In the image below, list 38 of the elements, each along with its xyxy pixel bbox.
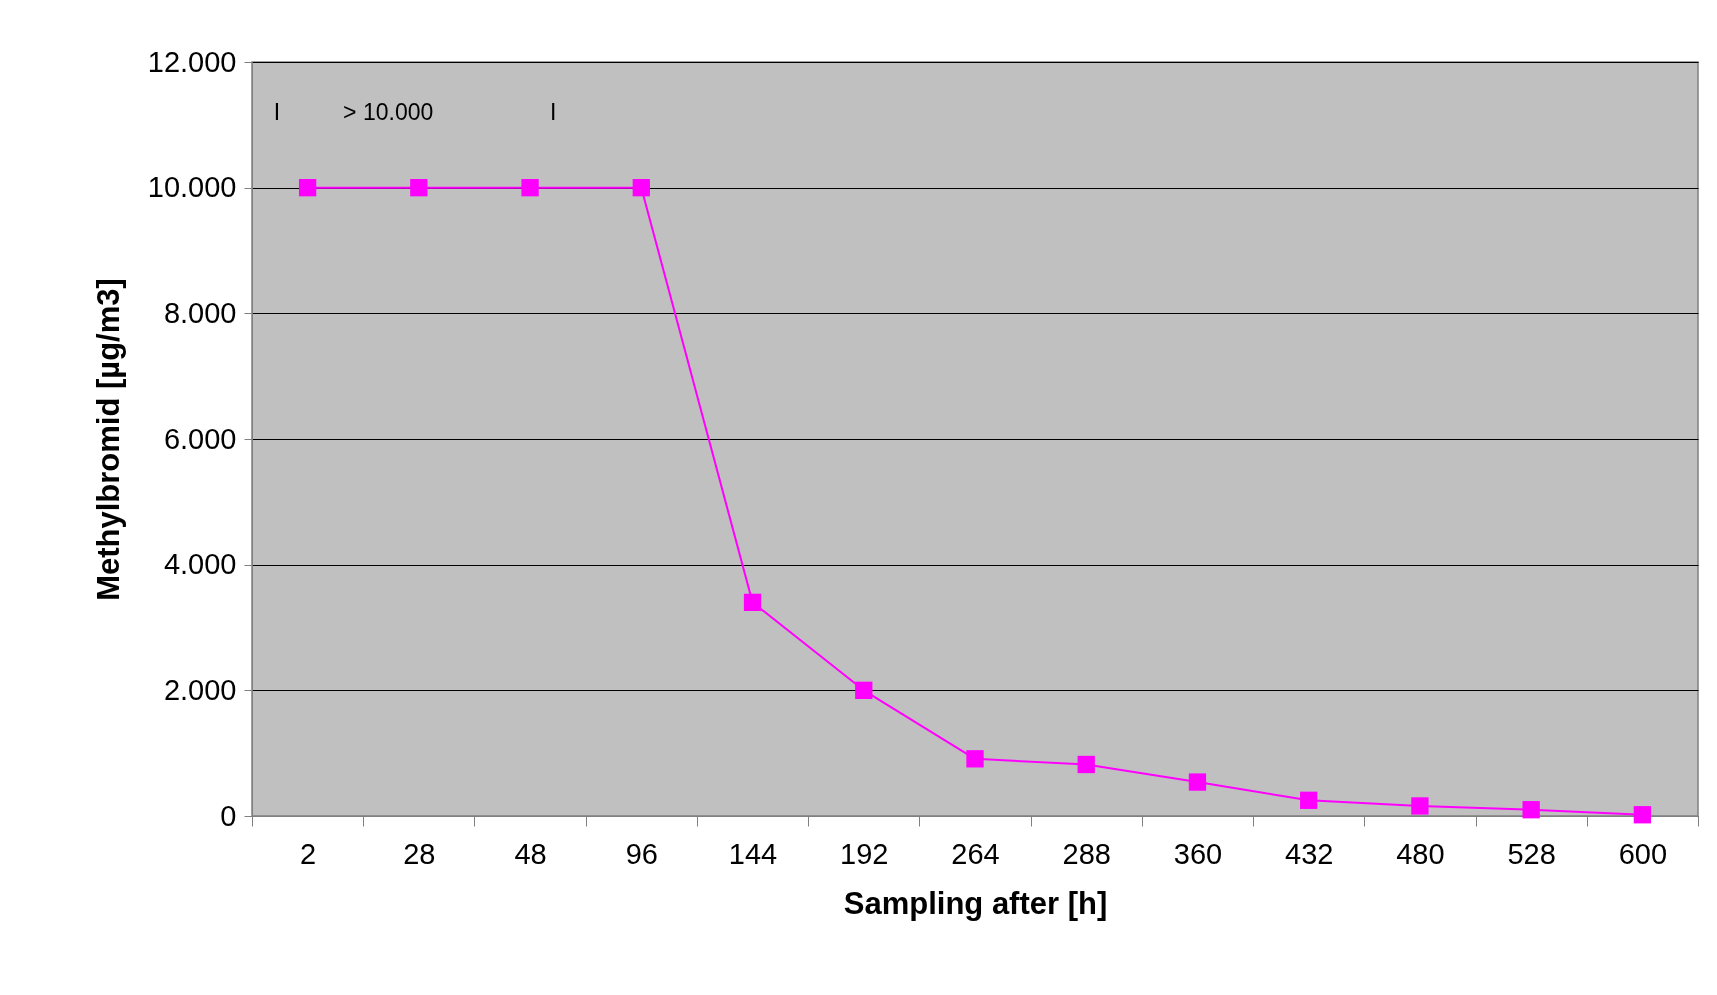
y-tick-label: 0 bbox=[220, 799, 237, 832]
annotation: I bbox=[273, 99, 281, 126]
y-tick-label: 2.000 bbox=[163, 673, 237, 706]
x-tick-label: 288 bbox=[1062, 837, 1111, 870]
x-tick-label: 264 bbox=[951, 837, 1000, 870]
x-tick-label: 144 bbox=[728, 837, 778, 870]
point bbox=[743, 593, 762, 612]
y-axis-title: Methylbromid [µg/m3] bbox=[90, 278, 126, 601]
x-tick-label: 192 bbox=[840, 837, 889, 870]
y-tick-label: 12.000 bbox=[147, 45, 237, 78]
point bbox=[521, 179, 539, 197]
y-tick-label: 6.000 bbox=[163, 422, 237, 455]
point bbox=[298, 179, 317, 197]
annotation: > 10.000 bbox=[343, 99, 434, 126]
point bbox=[1300, 791, 1318, 809]
x-tick-label: 2 bbox=[300, 837, 317, 870]
x-tick-label: 96 bbox=[625, 837, 658, 870]
x-axis-title: Sampling after [h] bbox=[843, 885, 1108, 921]
x-tick-label: 600 bbox=[1618, 837, 1668, 870]
point bbox=[632, 179, 650, 197]
x-tick-label: 28 bbox=[403, 837, 436, 870]
point bbox=[1188, 773, 1207, 791]
point bbox=[1411, 797, 1429, 815]
y-tick-label: 4.000 bbox=[163, 548, 237, 581]
point bbox=[1522, 801, 1540, 819]
y-tick-label: 10.000 bbox=[147, 171, 237, 204]
y-tick-label: 8.000 bbox=[163, 296, 237, 329]
point bbox=[966, 750, 984, 768]
x-tick-label: 528 bbox=[1507, 837, 1556, 870]
annotation: I bbox=[549, 99, 557, 126]
x-tick-label: 48 bbox=[514, 837, 547, 870]
point bbox=[1633, 806, 1652, 824]
point bbox=[1077, 755, 1095, 774]
point bbox=[410, 179, 428, 197]
x-tick-label: 432 bbox=[1285, 837, 1334, 870]
point bbox=[855, 681, 873, 699]
x-tick-label: 480 bbox=[1396, 837, 1445, 870]
x-tick-label: 360 bbox=[1173, 837, 1223, 870]
